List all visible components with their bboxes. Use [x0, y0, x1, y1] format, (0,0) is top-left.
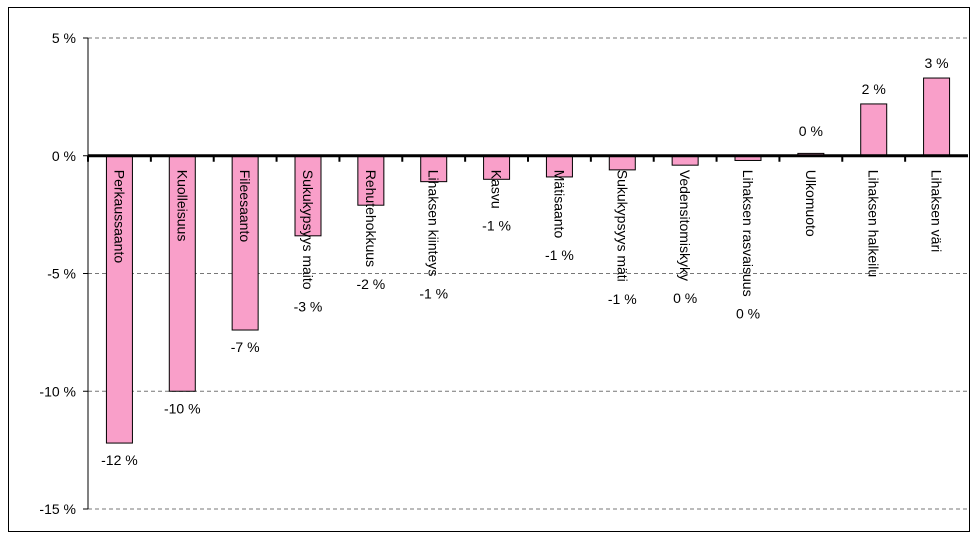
- y-tick-label: 5 %: [52, 30, 76, 46]
- x-tick-label: Fileesaanto: [237, 170, 253, 243]
- x-tick-label: Vedensitomiskyky: [677, 170, 693, 281]
- bar: [608, 155, 636, 171]
- value-label: 0 %: [799, 123, 823, 139]
- y-tick-label: -5 %: [47, 266, 76, 282]
- chart-border: [8, 7, 970, 532]
- bar: [860, 103, 888, 157]
- bar: [357, 155, 385, 206]
- value-label: -1 %: [482, 218, 511, 234]
- bar: [168, 155, 196, 392]
- x-tick-label: Ulkomuoto: [803, 170, 819, 237]
- y-tick-label: -10 %: [39, 383, 76, 399]
- x-tick-label: Lihaksen väri: [929, 170, 945, 253]
- value-label: 0 %: [736, 306, 760, 322]
- x-tick-label: Kuolleisuus: [174, 170, 190, 242]
- value-label: -1 %: [419, 285, 448, 301]
- value-label: -1 %: [608, 291, 637, 307]
- value-label: 3 %: [925, 55, 949, 71]
- bar: [923, 77, 951, 157]
- x-tick-label: Mätisaanto: [551, 170, 567, 239]
- y-tick-label: -15 %: [39, 501, 76, 517]
- bar: [231, 155, 259, 331]
- x-tick-label: Rehutehokkuus: [363, 170, 379, 267]
- value-label: -1 %: [545, 247, 574, 263]
- value-label: -10 %: [164, 400, 201, 416]
- x-tick-label: Kasvu: [489, 170, 505, 209]
- value-label: -7 %: [231, 339, 260, 355]
- value-label: 2 %: [862, 81, 886, 97]
- x-tick-label: Lihaksen halkeilu: [866, 170, 882, 277]
- x-tick-label: Sukukypsyys mäti: [614, 170, 630, 282]
- x-tick-label: Lihaksen kiinteys: [426, 170, 442, 277]
- x-tick-label: Sukukypsyys maito: [300, 170, 316, 290]
- bar: [105, 155, 133, 444]
- value-label: -3 %: [294, 299, 323, 315]
- value-label: -12 %: [101, 452, 138, 468]
- x-tick-label: Perkaussaanto: [111, 170, 127, 264]
- bar: [420, 155, 448, 183]
- y-tick-label: 0 %: [52, 148, 76, 164]
- value-label: -2 %: [356, 276, 385, 292]
- value-label: 0 %: [673, 290, 697, 306]
- x-tick-label: Lihaksen rasvaisuus: [740, 170, 756, 297]
